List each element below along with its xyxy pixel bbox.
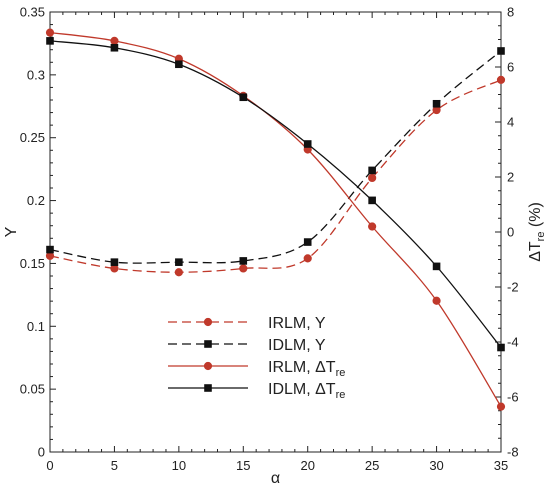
legend-label: IRLM, Y bbox=[268, 315, 326, 332]
y-left-tick-label: 0.15 bbox=[20, 256, 45, 271]
y-right-axis-label-main: ΔT bbox=[527, 241, 544, 262]
y-left-tick-label: 0.25 bbox=[20, 130, 45, 145]
data-point bbox=[368, 173, 377, 183]
y-left-tick-label: 0 bbox=[38, 445, 45, 460]
data-point bbox=[303, 238, 312, 246]
data-point bbox=[239, 264, 248, 273]
legend-label-main: IDLM, ΔT bbox=[268, 381, 336, 398]
series-line bbox=[49, 79, 502, 273]
legend-label: IDLM, ΔTre bbox=[268, 381, 345, 401]
data-point bbox=[496, 75, 506, 84]
data-point bbox=[110, 258, 119, 266]
legend-label-sub: re bbox=[336, 389, 346, 401]
x-tick-label: 15 bbox=[236, 458, 250, 473]
series-2 bbox=[45, 28, 506, 411]
x-axis-label: α bbox=[271, 470, 280, 487]
legend-label: IRLM, ΔTre bbox=[268, 359, 345, 379]
legend-marker bbox=[204, 384, 212, 392]
y-left-tick-label: 0.3 bbox=[27, 67, 45, 82]
data-point bbox=[239, 93, 248, 102]
legend-label-main: IRLM, ΔT bbox=[268, 359, 336, 376]
legend-item: IRLM, ΔTre bbox=[168, 359, 345, 379]
legend-marker bbox=[203, 361, 213, 371]
legend-label: IDLM, Y bbox=[268, 337, 326, 354]
data-point bbox=[432, 262, 441, 271]
y-left-axis-label: Y bbox=[3, 226, 20, 237]
axes-layer: 0 5 10 15 20 25 30 3500.050.10.150.20.250.30.35… bbox=[20, 5, 519, 474]
x-tick-label: 30 bbox=[429, 458, 443, 473]
legend-item: IRLM, Y bbox=[168, 315, 326, 332]
y-right-axis-label-suffix: (%) bbox=[527, 202, 544, 231]
data-point bbox=[110, 43, 119, 52]
data-point bbox=[368, 222, 377, 231]
legend-item: IDLM, Y bbox=[168, 337, 326, 354]
x-tick-label: 10 bbox=[172, 458, 186, 473]
legend-label-main: IDLM, Y bbox=[268, 337, 326, 354]
data-point bbox=[303, 140, 312, 148]
data-point bbox=[239, 257, 248, 265]
legend-item: IDLM, ΔTre bbox=[168, 381, 345, 401]
y-left-tick-label: 0.05 bbox=[20, 382, 45, 397]
data-point bbox=[175, 258, 183, 266]
y-right-tick-label: 8 bbox=[507, 5, 514, 20]
y-left-tick-label: 0.2 bbox=[27, 193, 45, 208]
data-point bbox=[497, 343, 505, 352]
y-right-tick-label: 2 bbox=[507, 170, 514, 185]
series-line bbox=[49, 50, 502, 264]
data-point bbox=[368, 166, 376, 175]
y-left-tick-label: 0.1 bbox=[27, 319, 45, 334]
legend-marker bbox=[204, 340, 212, 348]
data-point bbox=[496, 402, 506, 411]
data-point bbox=[174, 268, 183, 277]
y-right-tick-label: -2 bbox=[507, 280, 519, 295]
x-tick-label: 25 bbox=[365, 458, 379, 473]
series-1 bbox=[46, 47, 505, 266]
x-tick-label: 0 bbox=[46, 458, 53, 473]
y-right-axis-label-sub: re bbox=[535, 232, 547, 242]
data-point bbox=[497, 47, 505, 55]
series-layer bbox=[45, 28, 506, 411]
data-point bbox=[110, 36, 119, 45]
series-3 bbox=[46, 37, 505, 352]
data-point bbox=[432, 296, 441, 305]
x-tick-label: 20 bbox=[300, 458, 314, 473]
y-right-tick-label: 6 bbox=[507, 60, 514, 75]
x-tick-label: 5 bbox=[111, 458, 118, 473]
x-tick-label: 35 bbox=[494, 458, 508, 473]
data-point bbox=[368, 196, 376, 205]
series-0 bbox=[45, 75, 506, 277]
y-right-axis-label: ΔTre (%) bbox=[527, 202, 547, 262]
y-right-tick-label: -6 bbox=[507, 390, 519, 405]
data-point bbox=[303, 254, 312, 263]
y-left-tick-label: 0.35 bbox=[20, 5, 45, 20]
data-point bbox=[46, 245, 54, 254]
data-point bbox=[432, 99, 441, 108]
y-right-tick-label: -4 bbox=[507, 335, 519, 350]
y-right-tick-label: 4 bbox=[507, 115, 514, 130]
data-point bbox=[175, 60, 183, 69]
legend-label-sub: re bbox=[336, 367, 346, 379]
data-point bbox=[45, 28, 55, 37]
data-point bbox=[46, 37, 54, 45]
legend-marker bbox=[203, 317, 213, 327]
y-right-tick-label: 0 bbox=[507, 225, 514, 240]
y-right-tick-label: -8 bbox=[507, 445, 519, 460]
legend-label-main: IRLM, Y bbox=[268, 315, 326, 332]
